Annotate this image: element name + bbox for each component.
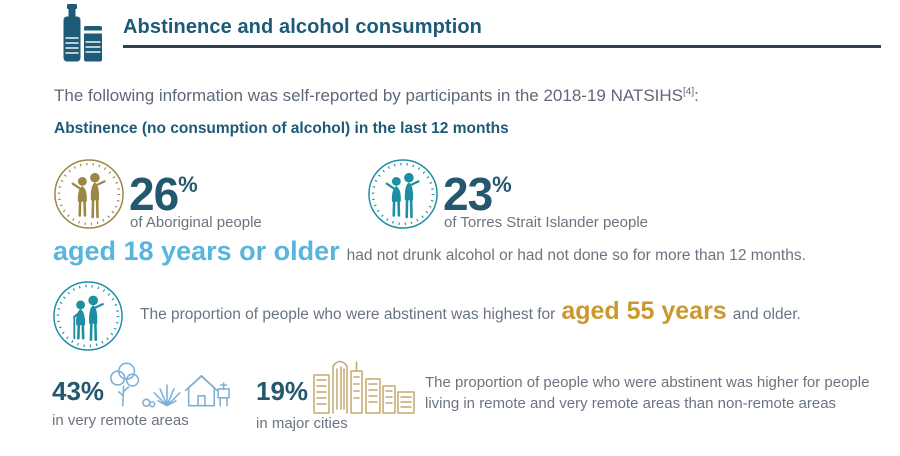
intro-sentence: The following information was self-repor… [54,86,699,106]
percent-sign: % [492,172,512,197]
two-people-icon-gold [52,157,126,231]
stat-cities-label: in major cities [256,415,348,432]
aged-55-after: and older. [732,306,801,323]
intro-colon: : [694,86,699,105]
stat-torres-label: of Torres Strait Islander people [444,214,649,231]
stat-aboriginal-value: 26% [129,168,198,220]
city-skyline-icon [311,355,417,417]
intro-text: The following information was self-repor… [54,86,683,105]
remote-landscape-icon [102,360,230,410]
aged-55-before: The proportion of people who were abstin… [140,306,556,323]
two-people-icon-teal [366,157,440,231]
remote-comparison-note: The proportion of people who were abstin… [425,374,870,412]
aged-18-rest: had not drunk alcohol or had not done so… [346,247,806,264]
page-title: Abstinence and alcohol consumption [123,16,482,38]
stat-aboriginal-label: of Aboriginal people [130,214,262,231]
percent-sign: % [178,172,198,197]
stat-remote-value: 43% [52,376,105,406]
stat-remote-label: in very remote areas [52,412,189,429]
elderly-couple-icon [51,279,125,353]
aged-55-sentence: The proportion of people who were abstin… [140,297,860,326]
stat-cities-value: 19% [256,376,309,406]
footnote-reference[interactable]: [4] [683,86,695,98]
title-underline [123,45,881,48]
aged-18-highlight: aged 18 years or older [53,236,340,266]
aged-55-highlight: aged 55 years [561,297,727,325]
bottle-and-glass-icon [58,4,106,62]
section-subtitle: Abstinence (no consumption of alcohol) i… [54,120,509,137]
stat-torres-value: 23% [443,168,512,220]
aged-18-sentence: aged 18 years or older had not drunk alco… [53,236,873,267]
